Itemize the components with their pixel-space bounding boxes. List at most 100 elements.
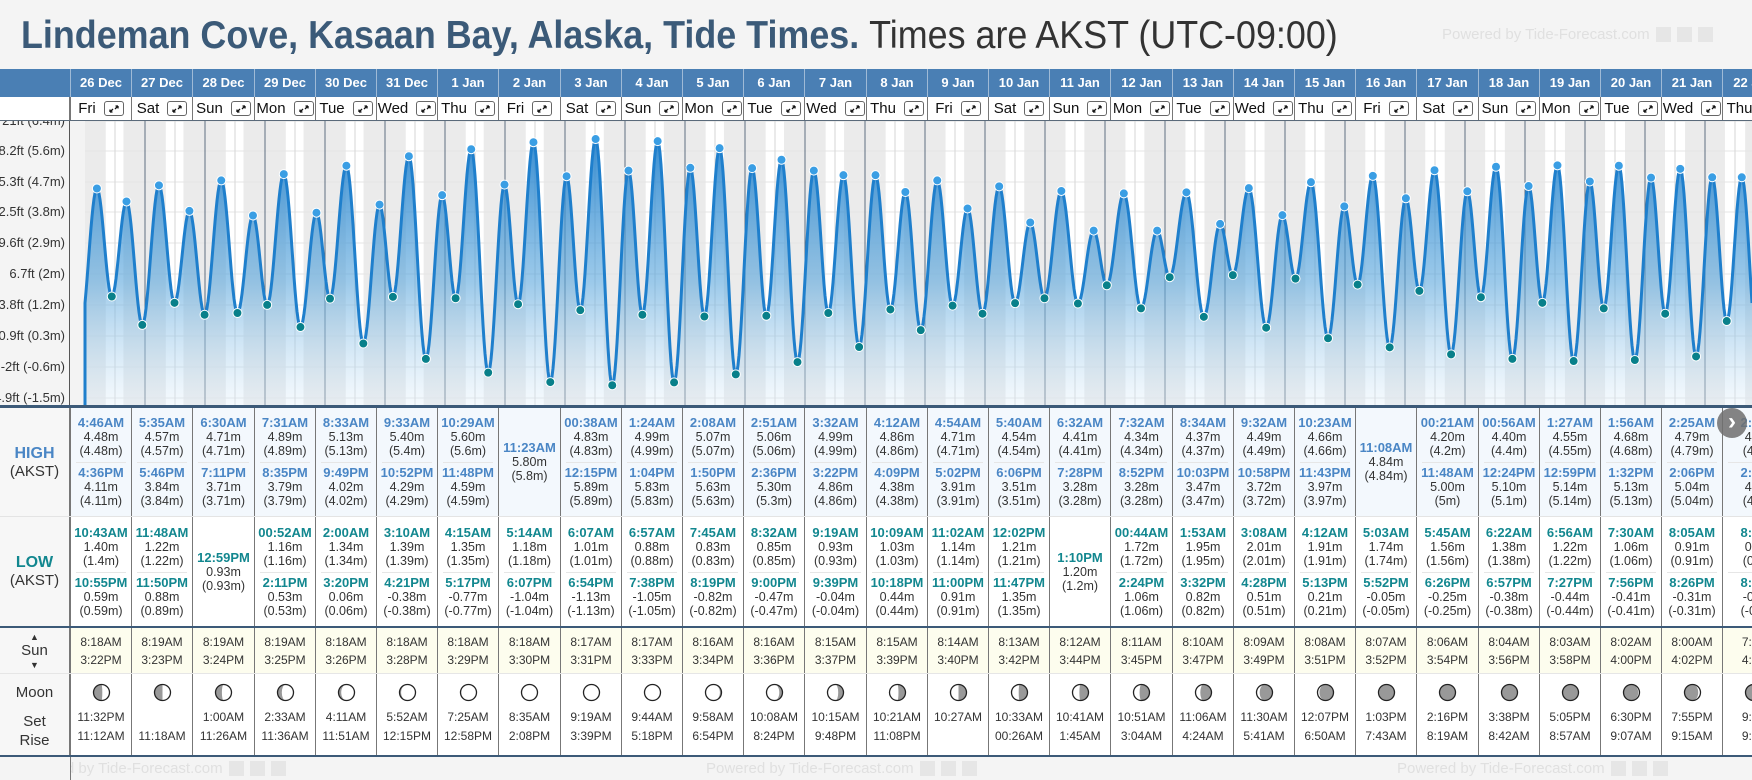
tide-entry: 1:32PM 5.13m (5.13m) [1608,466,1654,509]
high-tide-point [247,210,258,221]
expand-icon [1393,104,1405,114]
expand-day-button[interactable] [293,101,314,116]
weekday-label: Thu [870,100,896,117]
expand-day-button[interactable] [780,101,801,116]
expand-day-button[interactable] [960,101,981,116]
moon-label-cell: Moon Set Rise [0,674,70,755]
expand-day-button[interactable] [1087,101,1108,116]
low-tide-cell: 6:07AM 1.01m (1.01m) 6:54PM -1.13m (-1.13m) [560,517,621,626]
expand-day-button[interactable] [1637,101,1658,116]
tide-time: 12:59PM [197,549,250,565]
weekday-cell: Sat [988,97,1049,120]
date-header: 21 Jan [1661,69,1722,97]
tide-entry: 1:04PM 5.83m (5.83m) [629,466,675,509]
tide-entry: 5:03AM 1.74m (1.74m) [1363,525,1409,568]
expand-day-button[interactable] [1516,101,1537,116]
expand-day-button[interactable] [532,101,553,116]
low-tide-cell: 00:52AM 1.16m (1.16m) 2:11PM 0.53m (0.53m) [254,517,315,626]
next-days-button[interactable]: › [1717,408,1747,438]
tide-height-alt: (1.35m) [997,603,1041,618]
watermark-text: Powered by Tide-Forecast.com [1397,760,1605,777]
tide-time: 8:19PM [690,574,736,590]
moonrise-time: 7:43AM [1365,729,1407,743]
sunset-time: 4:02PM [1671,652,1713,667]
tide-height-alt: (-1.13m) [567,603,615,618]
logo-tower-icon [270,761,286,776]
moon-cell: 11:18AM [131,674,192,755]
moonset-time: 7:55PM [1671,710,1713,724]
high-tide-point [1118,188,1129,199]
expand-day-button[interactable] [1701,101,1722,116]
expand-day-button[interactable] [474,101,495,116]
tide-entry: 5:14AM 1.18m (1.18m) [506,525,552,568]
entry-separator [872,571,922,573]
moonset-time: 11:30AM [1240,710,1288,724]
moonrise-time: 8:42AM [1488,729,1530,743]
high-tide-point [311,207,322,218]
sun-times-cell: 8:16AM 3:34PM [682,628,743,673]
expand-day-button[interactable] [1331,101,1352,116]
expand-day-button[interactable] [1273,101,1294,116]
expand-day-button[interactable] [103,101,124,116]
tide-height: -0.1 [1742,589,1752,604]
tide-height: 5.89m [573,480,609,494]
tide-time: 7:28PM [1057,465,1103,480]
tide-height: 5.60m [450,430,486,444]
expand-day-button[interactable] [903,101,924,116]
expand-day-button[interactable] [352,101,373,116]
expand-day-button[interactable] [596,101,617,116]
moonrise-time: 5:18PM [631,729,673,743]
tide-height-alt: (1.56m) [1425,553,1470,568]
powered-by-watermark: Powered by Tide-Forecast.com [71,760,286,777]
low-tide-point [295,322,306,333]
weekday-cell: Thu [437,97,498,120]
tide-entry: 8:52PM 3.28m (3.28m) [1119,466,1165,509]
entry-separator [627,462,677,463]
expand-day-button[interactable] [659,101,680,116]
expand-day-button[interactable] [1388,101,1409,116]
tide-height: 5.63m [695,480,731,494]
moon-cell: 10:33AM 00:26AM [988,674,1049,755]
tide-entry: 2:24PM 1.06m (1.06m) [1119,575,1165,618]
expand-day-button[interactable] [1209,101,1230,116]
moon-phase-icon [337,683,355,702]
expand-day-button[interactable] [167,101,188,116]
tide-height-alt: (3.97m) [1303,494,1347,508]
expand-icon [849,104,861,114]
high-tide-cell: 10:29AM 5.60m (5.6m) 11:48PM 4.59m (4.59m) [437,408,498,516]
entry-separator [76,462,126,463]
tide-entry: 5:02PM 3.91m (3.91m) [935,466,981,509]
weekday-cell: Tue [1172,97,1233,120]
tide-height: 0.93m [818,539,853,554]
expand-day-button[interactable] [721,101,742,116]
expand-day-button[interactable] [1150,101,1171,116]
tide-height-alt: (4.71m) [936,444,980,458]
tide-height: 1.16m [267,539,303,554]
low-tide-cell: 6:56AM 1.22m (1.22m) 7:27PM -0.44m (-0.44m) [1539,517,1600,626]
low-tide-cell: 8:05AM 0.91m (0.91m) 8:26PM -0.31m (-0.31m) [1661,517,1722,626]
entry-separator [76,571,126,573]
tide-height: -0.25m [1428,589,1467,604]
expand-day-button[interactable] [1024,101,1045,116]
entry-separator [1728,571,1752,573]
tide-height-alt: (4.86m) [875,444,919,458]
tide-time: 00:52AM [258,524,312,540]
expand-day-button[interactable] [416,101,437,116]
weekday-cell: Mon [1539,97,1600,120]
tide-time: 4:21PM [384,574,430,590]
tide-height-alt: (5.3m) [755,494,793,508]
expand-day-button[interactable] [230,101,251,116]
sunrise-time: 8:09AM [1243,634,1285,649]
weekday-cell: Mon [1110,97,1172,120]
expand-day-button[interactable] [844,101,865,116]
expand-day-button[interactable] [1452,101,1473,116]
moonset-time: 10:21AM [872,710,922,724]
high-tide-point [1584,176,1595,187]
high-tide-point [623,165,634,176]
logo-arrow-icon [1631,761,1647,776]
y-axis-tick-label: -2ft (-0.6m) [0,358,65,374]
tide-height: 1.74m [1368,539,1404,554]
tide-time: 10:23AM [1298,415,1352,430]
tide-height-alt: (-0.31m) [1668,603,1716,618]
expand-day-button[interactable] [1578,101,1599,116]
